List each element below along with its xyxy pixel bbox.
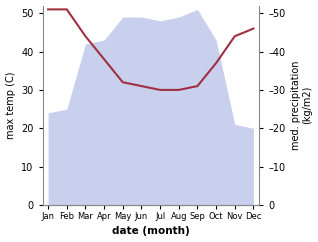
Y-axis label: max temp (C): max temp (C) [5,71,16,139]
X-axis label: date (month): date (month) [112,227,190,236]
Y-axis label: med. precipitation
(kg/m2): med. precipitation (kg/m2) [291,60,313,150]
